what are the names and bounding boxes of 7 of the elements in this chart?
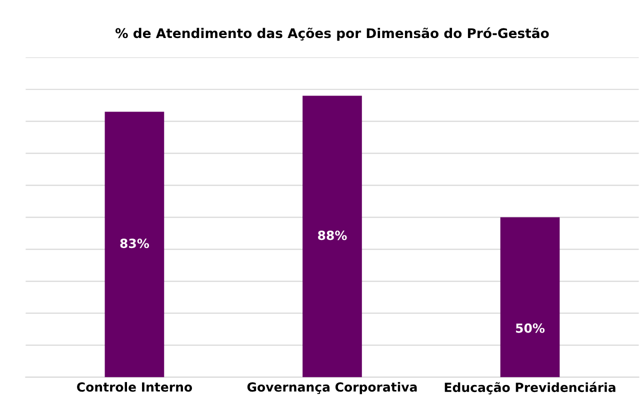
x-tick-label: Governança Corporativa: [247, 382, 417, 394]
data-label: 50%: [516, 323, 545, 333]
x-tick-label: Educação Previdenciária: [444, 382, 616, 394]
chart-title: % de Atendimento das Ações por Dimensão do Pró-Gestão: [116, 27, 549, 41]
data-label: 83%: [120, 238, 150, 248]
x-tick-label: Controle Interno: [77, 382, 192, 392]
data-label: 88%: [318, 230, 347, 240]
